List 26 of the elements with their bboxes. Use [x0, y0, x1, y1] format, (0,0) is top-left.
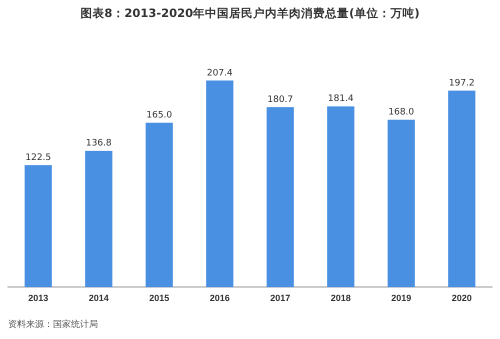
x-tick-label: 2017 [270, 293, 290, 304]
text: 资料来源：国家统计局 [8, 318, 98, 331]
x-tick-label: 2015 [149, 293, 170, 304]
data-label: 168.0 [388, 108, 414, 118]
x-tick-label: 2019 [391, 293, 412, 304]
x-tick-label: 2018 [330, 293, 351, 304]
data-label: 207.4 [206, 68, 233, 78]
x-tick-label: 2020 [452, 293, 472, 304]
data-label: 180.7 [267, 94, 294, 105]
data-label: 136.8 [86, 138, 112, 149]
bar [24, 165, 52, 288]
data-label: 122.5 [25, 152, 52, 163]
bar [266, 107, 294, 288]
x-tick-label: 2014 [88, 293, 109, 304]
x-tick-label: 2016 [210, 293, 230, 304]
bar [146, 122, 173, 288]
bar [388, 120, 415, 288]
chart-title: 图表8：2013-2020年中国居民户内羊肉消费总量(单位：万吨) [79, 6, 421, 21]
bar [327, 106, 354, 288]
x-tick-label: 2013 [28, 293, 48, 304]
data-label: 197.2 [448, 78, 475, 88]
bar [85, 150, 112, 288]
bar [448, 90, 476, 288]
data-label: 165.0 [146, 110, 172, 121]
bar [206, 80, 234, 288]
data-label: 181.4 [328, 94, 354, 104]
